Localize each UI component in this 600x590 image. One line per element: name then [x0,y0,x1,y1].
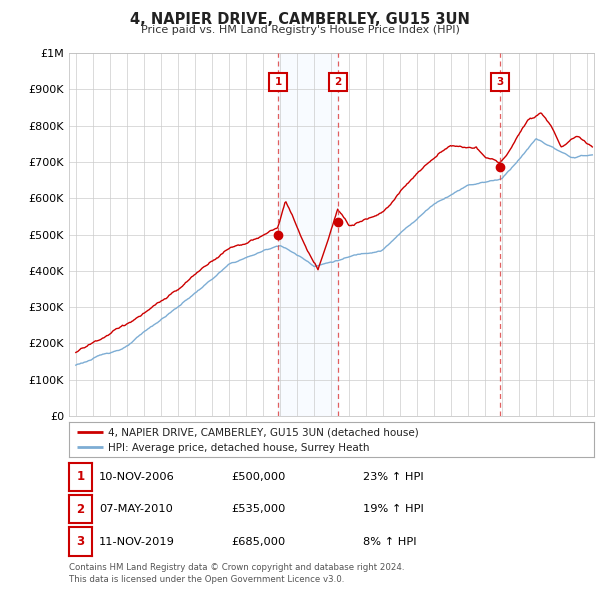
Text: This data is licensed under the Open Government Licence v3.0.: This data is licensed under the Open Gov… [69,575,344,584]
Text: 3: 3 [496,77,503,87]
Text: 4, NAPIER DRIVE, CAMBERLEY, GU15 3UN (detached house): 4, NAPIER DRIVE, CAMBERLEY, GU15 3UN (de… [109,428,419,437]
Text: 2: 2 [334,77,341,87]
Text: Price paid vs. HM Land Registry's House Price Index (HPI): Price paid vs. HM Land Registry's House … [140,25,460,35]
Text: Contains HM Land Registry data © Crown copyright and database right 2024.: Contains HM Land Registry data © Crown c… [69,563,404,572]
Text: 23% ↑ HPI: 23% ↑ HPI [363,472,424,481]
Text: 07-MAY-2010: 07-MAY-2010 [99,504,173,514]
Text: 1: 1 [274,77,281,87]
Text: 4, NAPIER DRIVE, CAMBERLEY, GU15 3UN: 4, NAPIER DRIVE, CAMBERLEY, GU15 3UN [130,12,470,27]
Text: 19% ↑ HPI: 19% ↑ HPI [363,504,424,514]
Text: 3: 3 [76,535,85,548]
Text: £535,000: £535,000 [231,504,286,514]
Text: 11-NOV-2019: 11-NOV-2019 [99,537,175,546]
Text: £685,000: £685,000 [231,537,285,546]
Text: 1: 1 [76,470,85,483]
Text: HPI: Average price, detached house, Surrey Heath: HPI: Average price, detached house, Surr… [109,443,370,453]
Text: £500,000: £500,000 [231,472,286,481]
Text: 10-NOV-2006: 10-NOV-2006 [99,472,175,481]
Text: 2: 2 [76,503,85,516]
Text: 8% ↑ HPI: 8% ↑ HPI [363,537,416,546]
Bar [278,53,338,416]
